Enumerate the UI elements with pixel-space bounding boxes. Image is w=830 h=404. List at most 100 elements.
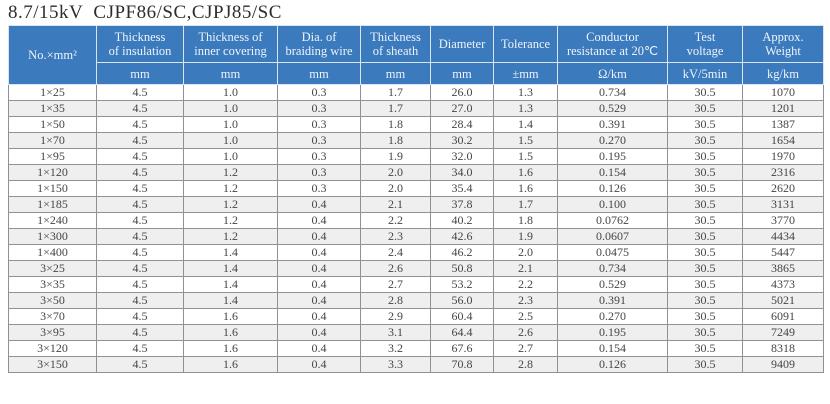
table-cell: 5021 bbox=[742, 292, 824, 309]
table-cell: 2.0 bbox=[360, 164, 431, 181]
column-unit-5: mm bbox=[430, 62, 494, 85]
table-cell: 4.5 bbox=[96, 164, 184, 181]
table-cell: 60.4 bbox=[430, 308, 494, 325]
table-cell: 3.2 bbox=[360, 340, 431, 357]
table-cell: 0.4 bbox=[277, 228, 361, 245]
table-cell: 0.3 bbox=[277, 84, 361, 101]
table-cell: 3.3 bbox=[360, 356, 431, 373]
table-cell: 0.4 bbox=[277, 292, 361, 309]
table-cell: 7249 bbox=[742, 324, 824, 341]
table-cell: 1387 bbox=[742, 116, 824, 133]
table-cell: 1.9 bbox=[493, 228, 558, 245]
table-cell: 30.2 bbox=[430, 132, 494, 149]
table-cell: 4434 bbox=[742, 228, 824, 245]
table-row: 1×35 4.5 1.0 0.3 1.7 27.0 1.3 0.529 30.5 1201 bbox=[8, 100, 824, 117]
table-cell: 3×95 bbox=[8, 324, 97, 341]
table-cell: 4.5 bbox=[96, 196, 184, 213]
table-row: 1×400 4.5 1.4 0.4 2.4 46.2 2.0 0.0475 30.5 5447 bbox=[8, 244, 824, 261]
table-cell: 1×35 bbox=[8, 100, 97, 117]
table-cell: 1×95 bbox=[8, 148, 97, 165]
table-cell: 2.6 bbox=[360, 260, 431, 277]
table-row: 1×70 4.5 1.0 0.3 1.8 30.2 1.5 0.270 30.5 1654 bbox=[8, 132, 824, 149]
table-row: 1×300 4.5 1.2 0.4 2.3 42.6 1.9 0.0607 30.5 4434 bbox=[8, 228, 824, 245]
table-cell: 1.6 bbox=[183, 308, 278, 325]
table-cell: 34.0 bbox=[430, 164, 494, 181]
table-cell: 4373 bbox=[742, 276, 824, 293]
column-header-1: Thickness of insulation bbox=[96, 25, 184, 63]
table-cell: 0.3 bbox=[277, 100, 361, 117]
table-cell: 3×35 bbox=[8, 276, 97, 293]
column-unit-8: kV/5min bbox=[667, 62, 743, 85]
table-row: 1×185 4.5 1.2 0.4 2.1 37.8 1.7 0.100 30.5 3131 bbox=[8, 196, 824, 213]
table-row: 1×240 4.5 1.2 0.4 2.2 40.2 1.8 0.0762 30.5 3770 bbox=[8, 212, 824, 229]
table-cell: 1.3 bbox=[493, 100, 558, 117]
table-row: 3×70 4.5 1.6 0.4 2.9 60.4 2.5 0.270 30.5 6091 bbox=[8, 308, 824, 325]
table-cell: 1.7 bbox=[360, 100, 431, 117]
table-cell: 1.6 bbox=[183, 356, 278, 373]
table-cell: 5447 bbox=[742, 244, 824, 261]
table-cell: 2.1 bbox=[360, 196, 431, 213]
table-cell: 30.5 bbox=[667, 292, 743, 309]
table-cell: 1.4 bbox=[183, 244, 278, 261]
table-cell: 0.195 bbox=[557, 324, 668, 341]
table-row: 3×120 4.5 1.6 0.4 3.2 67.6 2.7 0.154 30.5 8318 bbox=[8, 340, 824, 357]
table-cell: 0.154 bbox=[557, 340, 668, 357]
table-cell: 30.5 bbox=[667, 340, 743, 357]
table-cell: 0.3 bbox=[277, 148, 361, 165]
table-cell: 1×150 bbox=[8, 180, 97, 197]
table-cell: 0.4 bbox=[277, 276, 361, 293]
table-cell: 4.5 bbox=[96, 180, 184, 197]
table-cell: 1.9 bbox=[360, 148, 431, 165]
column-unit-9: kg/km bbox=[742, 62, 824, 85]
table-cell: 1×25 bbox=[8, 84, 97, 101]
table-cell: 3865 bbox=[742, 260, 824, 277]
table-cell: 1070 bbox=[742, 84, 824, 101]
table-cell: 1.4 bbox=[183, 260, 278, 277]
column-header-5: Diameter bbox=[430, 25, 494, 63]
table-cell: 27.0 bbox=[430, 100, 494, 117]
table-cell: 1×300 bbox=[8, 228, 97, 245]
column-unit-3: mm bbox=[277, 62, 361, 85]
table-cell: 30.5 bbox=[667, 228, 743, 245]
table-cell: 4.5 bbox=[96, 308, 184, 325]
table-cell: 1970 bbox=[742, 148, 824, 165]
table-cell: 4.5 bbox=[96, 100, 184, 117]
table-cell: 2.9 bbox=[360, 308, 431, 325]
column-header-6: Tolerance bbox=[493, 25, 558, 63]
table-cell: 2.1 bbox=[493, 260, 558, 277]
table-cell: 30.5 bbox=[667, 356, 743, 373]
table-cell: 0.4 bbox=[277, 324, 361, 341]
table-header: No.×mm² Thickness of insulation Thickness … bbox=[8, 25, 824, 85]
table-cell: 0.4 bbox=[277, 340, 361, 357]
table-cell: 70.8 bbox=[430, 356, 494, 373]
table-cell: 0.3 bbox=[277, 116, 361, 133]
header-unit-row: mm mm mm mm mm ±mm Ω/km kV/5min kg/km bbox=[9, 62, 824, 85]
table-cell: 3×25 bbox=[8, 260, 97, 277]
table-cell: 2.5 bbox=[493, 308, 558, 325]
table-cell: 1.4 bbox=[183, 292, 278, 309]
table-cell: 30.5 bbox=[667, 212, 743, 229]
table-cell: 1.3 bbox=[493, 84, 558, 101]
column-header-4: Thickness of sheath bbox=[360, 25, 431, 63]
table-cell: 0.391 bbox=[557, 292, 668, 309]
table-cell: 0.4 bbox=[277, 244, 361, 261]
table-cell: 53.2 bbox=[430, 276, 494, 293]
column-header-3: Dia. of braiding wire bbox=[277, 25, 361, 63]
table-cell: 30.5 bbox=[667, 276, 743, 293]
table-cell: 1.4 bbox=[183, 276, 278, 293]
column-unit-1: mm bbox=[96, 62, 184, 85]
table-cell: 30.5 bbox=[667, 180, 743, 197]
table-cell: 32.0 bbox=[430, 148, 494, 165]
table-cell: 30.5 bbox=[667, 84, 743, 101]
table-cell: 2316 bbox=[742, 164, 824, 181]
table-cell: 30.5 bbox=[667, 244, 743, 261]
table-cell: 3×120 bbox=[8, 340, 97, 357]
table-row: 3×35 4.5 1.4 0.4 2.7 53.2 2.2 0.529 30.5 4373 bbox=[8, 276, 824, 293]
table-cell: 0.4 bbox=[277, 212, 361, 229]
column-header-7: Conductor resistance at 20℃ bbox=[557, 25, 668, 63]
table-cell: 37.8 bbox=[430, 196, 494, 213]
table-row: 3×50 4.5 1.4 0.4 2.8 56.0 2.3 0.391 30.5 5021 bbox=[8, 292, 824, 309]
table-cell: 1.8 bbox=[360, 116, 431, 133]
table-cell: 4.5 bbox=[96, 244, 184, 261]
table-row: 1×50 4.5 1.0 0.3 1.8 28.4 1.4 0.391 30.5 1387 bbox=[8, 116, 824, 133]
